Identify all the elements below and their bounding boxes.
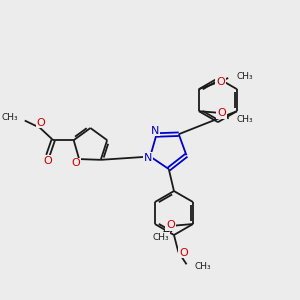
Text: CH₃: CH₃ xyxy=(236,72,253,81)
Text: N: N xyxy=(144,153,152,163)
Text: N: N xyxy=(151,126,159,136)
Text: O: O xyxy=(44,156,52,166)
Text: CH₃: CH₃ xyxy=(152,233,169,242)
Text: O: O xyxy=(216,77,225,87)
Text: O: O xyxy=(72,158,81,169)
Text: O: O xyxy=(218,108,226,118)
Text: O: O xyxy=(37,118,46,128)
Text: O: O xyxy=(166,220,175,230)
Text: CH₃: CH₃ xyxy=(237,116,253,124)
Text: CH₃: CH₃ xyxy=(2,113,18,122)
Text: CH₃: CH₃ xyxy=(195,262,212,271)
Text: O: O xyxy=(179,248,188,258)
